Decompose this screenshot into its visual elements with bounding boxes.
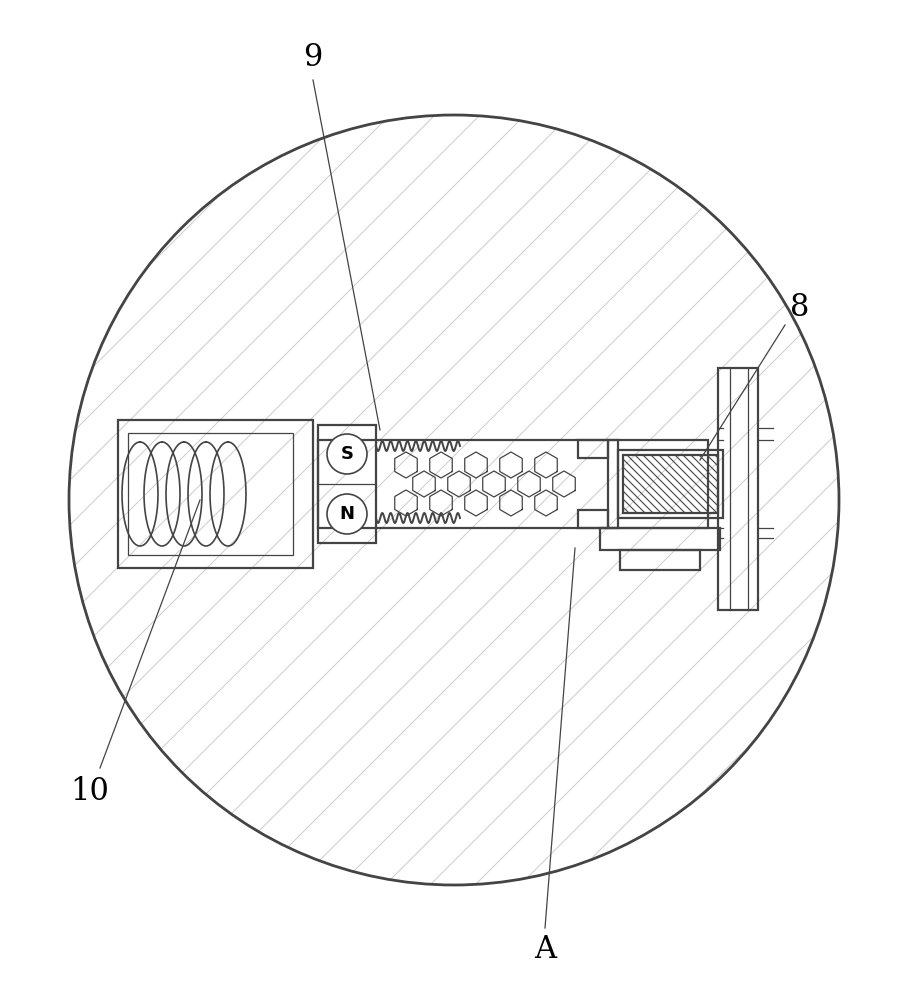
Bar <box>578 510 608 528</box>
Circle shape <box>69 115 839 885</box>
Text: A: A <box>534 934 556 966</box>
Bar <box>618 450 723 518</box>
Circle shape <box>327 434 367 474</box>
Text: 10: 10 <box>71 776 110 808</box>
Bar <box>718 368 758 610</box>
Bar <box>623 455 718 513</box>
Bar <box>318 440 708 528</box>
Bar <box>578 440 608 458</box>
Circle shape <box>327 494 367 534</box>
Bar <box>620 550 700 570</box>
Bar <box>608 440 618 528</box>
Text: N: N <box>340 505 354 523</box>
Bar <box>118 420 313 568</box>
Bar <box>600 528 720 550</box>
Bar <box>128 433 293 555</box>
Text: 9: 9 <box>303 42 322 74</box>
Text: S: S <box>340 445 353 463</box>
Text: 8: 8 <box>790 292 810 324</box>
Bar <box>318 425 376 543</box>
